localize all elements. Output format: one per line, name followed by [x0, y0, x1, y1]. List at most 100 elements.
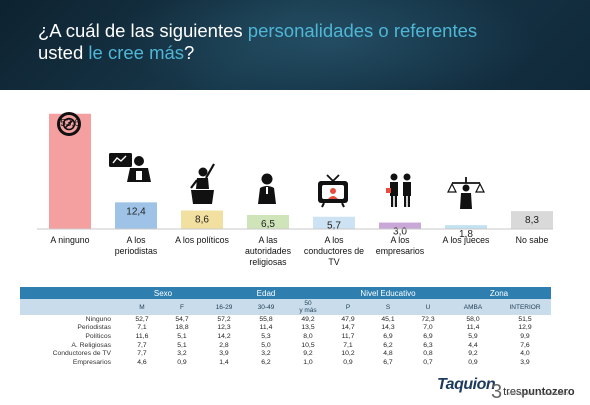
bars: 53,612,48,66,55,73,01,88,3 [49, 113, 553, 240]
title-line1-prefix: ¿A cuál de las siguientes [38, 20, 248, 41]
table-row-label: Políticos [85, 332, 111, 340]
table-cell: 9,2 [303, 350, 313, 358]
category-label: A los políticos [175, 235, 229, 245]
table-cell: 52,7 [135, 315, 149, 323]
page-title: ¿A cuál de las siguientes personalidades… [38, 20, 477, 64]
table-cell: 2,8 [219, 341, 229, 349]
table-cell: 5,1 [177, 332, 187, 340]
crosstab-table: Sexo Edad Nivel Educativo Zona M F 16-29 30-49… [20, 287, 551, 367]
bar [247, 215, 289, 229]
title-line1-highlight: personalidades o referentes [247, 20, 478, 41]
bar-value-label: 5,7 [327, 221, 341, 232]
religious-authority-icon [258, 173, 276, 204]
table-cell: 14,2 [217, 332, 231, 340]
table-cell: 12,3 [217, 324, 231, 332]
table-cell: 4,8 [383, 350, 393, 358]
table-column-header: S [367, 299, 409, 315]
table-group-header: Edad [203, 287, 329, 299]
category-label: conductores de [304, 246, 364, 256]
table-cell: 14,7 [341, 324, 355, 332]
table-cell: 54,7 [175, 315, 189, 323]
table-cell: 4,6 [137, 358, 147, 366]
judge-icon [447, 177, 485, 209]
logo2-prefix: tres [503, 386, 522, 398]
table-cell: 4,4 [468, 341, 478, 349]
table-cell: 7,0 [423, 324, 433, 332]
table-column-header: P [329, 299, 367, 315]
table-cell: 5,9 [468, 332, 478, 340]
table-column-header: INTERIOR [499, 299, 551, 315]
category-label: autoridades [245, 246, 292, 256]
table-row: A. Religiosas 7,7 5,1 2,8 5,0 10,5 7,1 6,2 6,3 4,… [20, 341, 551, 350]
table-row-label: Ninguno [85, 315, 111, 323]
table-cell: 9,2 [468, 350, 478, 358]
tv-host-icon [318, 174, 348, 208]
table-cell: 1,4 [219, 358, 229, 366]
politician-icon [190, 163, 215, 204]
table-cell: 58,0 [466, 315, 480, 323]
table-column-header: 50 y más [287, 299, 329, 315]
category-label: religiosas [249, 257, 287, 267]
category-label: A los [126, 235, 146, 245]
table-cell: 14,3 [381, 324, 395, 332]
table-cell: 47,9 [341, 315, 355, 323]
table-column-header-text: INTERIOR [509, 303, 541, 311]
table-cell: 6,3 [423, 341, 433, 349]
table-cell: 6,9 [423, 332, 433, 340]
table-group-header-row: Sexo Edad Nivel Educativo Zona [20, 287, 551, 299]
bar-value-label: 3,0 [393, 227, 407, 238]
category-label: No sabe [516, 235, 549, 245]
table-column-header: M [123, 299, 161, 315]
trespuntozero-mark-icon: 3 [491, 381, 503, 403]
bar [445, 225, 487, 229]
table-group-header: Zona [447, 287, 551, 299]
bar [379, 222, 421, 229]
businessmen-icon [386, 173, 411, 207]
table-cell: 10,2 [341, 350, 355, 358]
category-icons [57, 112, 485, 209]
bar [49, 113, 91, 229]
bar-value-label: 12,4 [126, 206, 146, 217]
title-line2-suffix: ? [184, 42, 195, 63]
table-row-label: Empresarios [72, 358, 111, 366]
table-row-label: Conductores de TV [52, 350, 111, 358]
bar [115, 202, 157, 229]
title-line2-highlight: le cree más [88, 42, 185, 63]
title-line2-prefix: usted [38, 42, 89, 63]
table-column-header: F [161, 299, 203, 315]
table-cell: 11,6 [135, 332, 149, 340]
table-cell: 13,5 [301, 324, 315, 332]
category-label: A las [258, 235, 278, 245]
table-cell: 5,3 [261, 332, 271, 340]
table-cell: 5,1 [177, 341, 187, 349]
banner-glow [120, 0, 540, 90]
category-label: empresarios [376, 246, 425, 256]
table-row-label: Periodistas [77, 324, 111, 332]
table-cell: 18,8 [175, 324, 189, 332]
table-column-header-text: y más [299, 307, 317, 314]
table-cell: 3,9 [219, 350, 229, 358]
table-column-header-text: S [385, 303, 391, 311]
table-cell: 51,5 [518, 315, 532, 323]
table-cell: 57,2 [217, 315, 231, 323]
table-cell: 1,0 [303, 358, 313, 366]
table-row: Conductores de TV 7,7 3,2 3,9 3,2 9,2 10,2 4,8 0… [20, 349, 551, 358]
bar [313, 216, 355, 229]
bar [181, 210, 223, 229]
table-column-header: U [409, 299, 447, 315]
table-cell: 6,9 [383, 332, 393, 340]
taquion-logo: Taquion [437, 376, 496, 393]
table-column-header-text: U [425, 303, 431, 311]
category-label: A los [324, 235, 344, 245]
table-cell: 6,2 [261, 358, 271, 366]
bar-value-label: 8,3 [525, 215, 539, 226]
category-label: periodistas [115, 246, 158, 256]
table-column-header-text: F [180, 303, 184, 311]
table-cell: 6,2 [383, 341, 393, 349]
title-banner: ¿A cuál de las siguientes personalidades… [0, 0, 590, 90]
table-column-header-text: AMBA [463, 303, 483, 311]
table-cell: 3,2 [261, 350, 271, 358]
table-cell: 72,3 [421, 315, 435, 323]
category-label: A los jueces [443, 235, 491, 245]
category-label: TV [328, 257, 339, 267]
